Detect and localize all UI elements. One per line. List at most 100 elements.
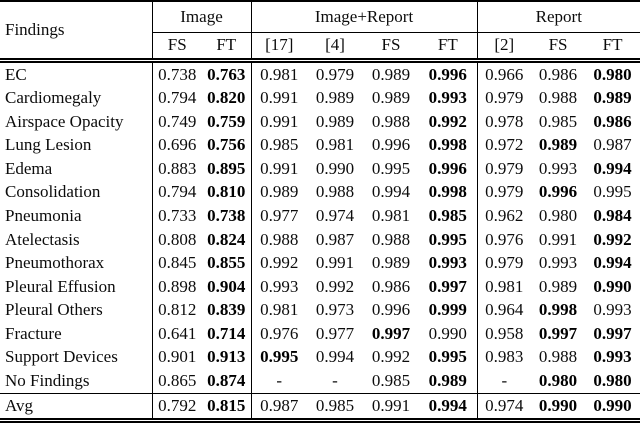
table-row: Support Devices 0.901 0.913 0.995 0.994 0.992…: [0, 345, 640, 370]
value-cell: 0.985: [371, 370, 411, 390]
value-cell: 0.964: [476, 298, 532, 322]
table-row: Pneumothorax 0.845 0.855 0.992 0.991 0.989 0.9…: [0, 251, 640, 275]
value-cell: 0.989: [371, 253, 411, 273]
value-cell: 0.904: [207, 276, 246, 296]
value-cell: 0.913: [207, 347, 246, 367]
value-cell: 0.991: [538, 229, 578, 249]
value-cell: 0.824: [207, 229, 246, 249]
value-cell: 0.988: [371, 229, 411, 249]
value-cell: 0.810: [207, 182, 246, 202]
value-cell: 0.985: [428, 206, 467, 225]
col-header-imagereport-fs: FS: [363, 32, 420, 63]
finding-label: Pleural Others: [5, 300, 103, 320]
value-cell: 0.985: [307, 392, 364, 423]
value-cell: 0.979: [476, 86, 532, 111]
value-cell: 0.974: [476, 392, 532, 423]
finding-label: Pneumothorax: [5, 253, 105, 273]
table-row: Cardiomegaly 0.794 0.820 0.991 0.989 0.989 0.9…: [0, 86, 640, 111]
value-cell: 0.994: [593, 253, 632, 273]
value-cell: 0.696: [151, 133, 202, 158]
value-cell: 0.979: [476, 157, 532, 181]
value-cell: -: [250, 369, 308, 394]
value-cell: 0.979: [476, 180, 532, 205]
value-cell: 0.980: [593, 370, 632, 390]
value-cell: 0.980: [538, 206, 578, 225]
value-cell: 0.973: [315, 300, 355, 320]
value-cell: 0.993: [538, 158, 578, 178]
value-cell: 0.986: [593, 111, 632, 131]
value-cell: 0.997: [593, 323, 632, 343]
value-cell: 0.962: [476, 204, 532, 228]
value-cell: 0.997: [428, 276, 467, 296]
value-cell: 0.993: [593, 300, 632, 320]
finding-label: Lung Lesion: [5, 135, 92, 155]
table-row: Consolidation 0.794 0.810 0.989 0.988 0.994 0.…: [0, 180, 640, 205]
value-cell: 0.641: [151, 321, 202, 346]
finding-label: Edema: [5, 158, 53, 178]
value-cell: 0.992: [593, 229, 632, 249]
value-cell: 0.989: [315, 88, 355, 108]
value-cell: 0.996: [371, 135, 411, 155]
value-cell: 0.759: [207, 111, 246, 131]
group-header-image: Image: [151, 1, 252, 33]
value-cell: 0.794: [151, 86, 202, 111]
table-body: EC 0.738 0.763 0.981 0.979 0.989 0.996 0.966 0.9…: [0, 60, 640, 423]
value-cell: 0.993: [428, 88, 467, 108]
value-cell: 0.984: [593, 206, 632, 225]
value-cell: 0.989: [538, 276, 578, 296]
value-cell: 0.994: [593, 158, 632, 178]
value-cell: 0.981: [315, 135, 355, 155]
value-cell: 0.989: [593, 88, 632, 108]
subcolumn-header-row: FS FT [17] [4] FS FT [2] FS FT: [0, 32, 640, 63]
value-cell: 0.995: [428, 347, 467, 367]
value-cell: 0.979: [315, 64, 355, 84]
value-cell: 0.995: [593, 182, 632, 202]
value-cell: 0.996: [371, 300, 411, 320]
value-cell: 0.996: [428, 158, 467, 178]
value-cell: 0.763: [207, 64, 246, 84]
value-cell: 0.999: [428, 300, 467, 320]
value-cell: 0.794: [151, 180, 202, 205]
value-cell: 0.995: [428, 229, 467, 249]
value-cell: -: [332, 370, 338, 390]
table-row: Pleural Effusion 0.898 0.904 0.993 0.992 0.98…: [0, 274, 640, 299]
col-header-imagereport-4: [4]: [307, 32, 364, 63]
value-cell: 0.998: [538, 300, 578, 320]
value-cell: 0.990: [531, 392, 586, 423]
finding-label: EC: [5, 64, 27, 84]
value-cell: 0.977: [315, 323, 355, 343]
value-cell: 0.989: [250, 180, 308, 205]
value-cell: 0.883: [151, 157, 202, 181]
value-cell: 0.987: [593, 135, 632, 155]
col-header-report-2: [2]: [476, 32, 532, 63]
value-cell: 0.988: [315, 182, 355, 202]
value-cell: 0.874: [207, 370, 246, 390]
findings-column-header: Findings: [0, 1, 152, 63]
value-cell: 0.958: [476, 321, 532, 346]
value-cell: 0.972: [476, 133, 532, 158]
value-cell: 0.996: [428, 64, 467, 84]
group-header-image-report: Image+Report: [250, 1, 478, 33]
value-cell: 0.998: [428, 135, 467, 155]
finding-label: Airspace Opacity: [5, 111, 124, 131]
value-cell: 0.839: [207, 300, 246, 320]
value-cell: 0.865: [151, 369, 202, 394]
value-cell: 0.738: [207, 206, 246, 225]
value-cell: 0.990: [593, 276, 632, 296]
value-cell: 0.901: [151, 345, 202, 370]
value-cell: -: [476, 369, 532, 394]
value-cell: 0.714: [207, 323, 246, 343]
value-cell: 0.997: [371, 323, 411, 343]
value-cell: 0.738: [151, 60, 202, 87]
value-cell: 0.966: [476, 60, 532, 87]
value-cell: 0.989: [315, 111, 355, 131]
value-cell: 0.976: [476, 227, 532, 252]
table-row: Lung Lesion 0.696 0.756 0.985 0.981 0.996 0.99…: [0, 133, 640, 158]
value-cell: 0.991: [250, 110, 308, 134]
value-cell: 0.989: [371, 64, 411, 84]
value-cell: 0.986: [371, 276, 411, 296]
value-cell: 0.988: [538, 88, 578, 108]
value-cell: 0.993: [593, 347, 632, 367]
value-cell: 0.974: [315, 206, 355, 225]
